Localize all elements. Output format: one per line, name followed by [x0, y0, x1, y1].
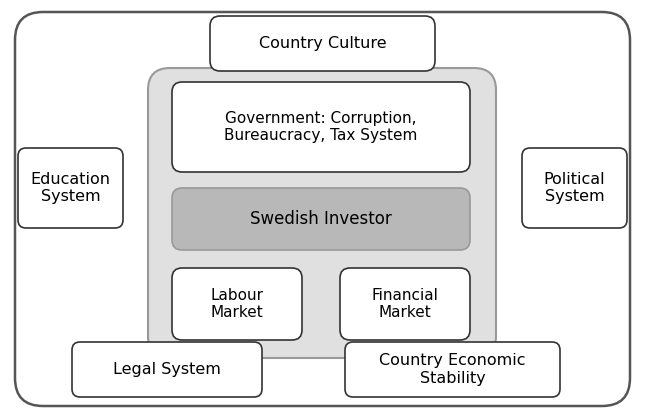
- Text: Government: Corruption,
Bureaucracy, Tax System: Government: Corruption, Bureaucracy, Tax…: [224, 111, 418, 143]
- Text: Political
System: Political System: [544, 172, 605, 204]
- FancyBboxPatch shape: [172, 268, 302, 340]
- Text: Legal System: Legal System: [113, 362, 221, 377]
- FancyBboxPatch shape: [345, 342, 560, 397]
- FancyBboxPatch shape: [210, 16, 435, 71]
- FancyBboxPatch shape: [15, 12, 630, 406]
- Text: Country Economic
Stability: Country Economic Stability: [379, 353, 526, 386]
- Text: Swedish Investor: Swedish Investor: [250, 210, 392, 228]
- Text: Education
System: Education System: [30, 172, 110, 204]
- Text: Country Culture: Country Culture: [259, 36, 386, 51]
- FancyBboxPatch shape: [172, 82, 470, 172]
- Text: Financial
Market: Financial Market: [372, 288, 439, 320]
- FancyBboxPatch shape: [18, 148, 123, 228]
- FancyBboxPatch shape: [522, 148, 627, 228]
- FancyBboxPatch shape: [148, 68, 496, 358]
- FancyBboxPatch shape: [72, 342, 262, 397]
- FancyBboxPatch shape: [172, 188, 470, 250]
- Text: Labour
Market: Labour Market: [210, 288, 264, 320]
- FancyBboxPatch shape: [340, 268, 470, 340]
